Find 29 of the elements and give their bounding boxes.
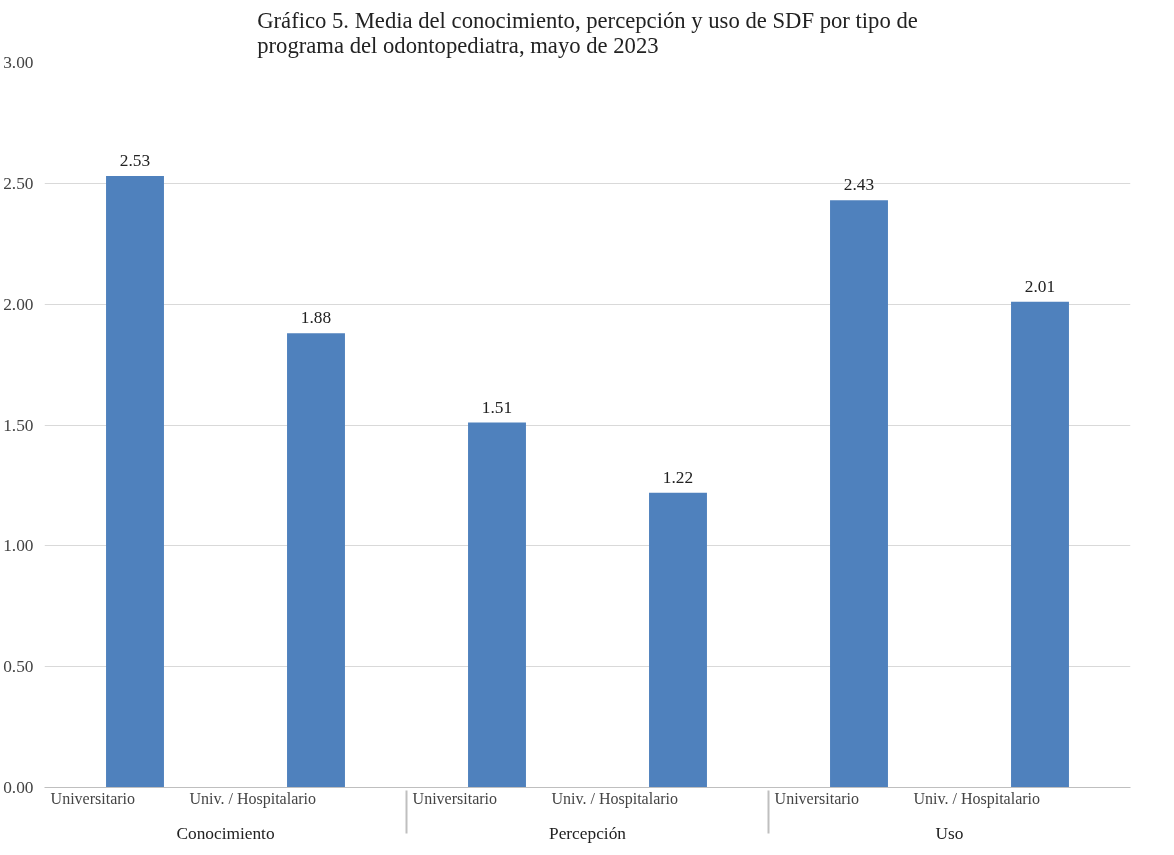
category-label: Conocimiento — [176, 823, 275, 843]
category-label: Univ. / Hospitalario — [551, 790, 678, 807]
category-label: Percepción — [549, 823, 626, 843]
bar — [649, 492, 707, 788]
data-label: 2.01 — [1024, 276, 1056, 296]
y-tick-label: 0.00 — [3, 778, 34, 797]
y-tick-label: 0.50 — [3, 657, 34, 677]
category-label: Universitario — [774, 790, 859, 807]
y-tick-label: 1.00 — [3, 536, 34, 556]
data-label: 2.53 — [119, 151, 151, 171]
category-label: Univ. / Hospitalario — [913, 790, 1040, 807]
data-label: 2.43 — [843, 175, 875, 195]
bar — [830, 200, 888, 788]
data-label: 1.88 — [300, 308, 332, 328]
data-label: 1.22 — [662, 467, 694, 487]
y-tick-label: 1.50 — [3, 415, 34, 435]
y-tick-label: 3.00 — [3, 53, 34, 72]
y-tick-label: 2.50 — [3, 173, 34, 193]
category-label: Univ. / Hospitalario — [189, 790, 316, 807]
category-label: Universitario — [50, 790, 135, 807]
bar — [106, 176, 164, 788]
bar — [468, 422, 526, 788]
category-label: Universitario — [412, 790, 497, 807]
chart-title: Gráfico 5. Media del conocimiento, percepción y uso de SDF por tipo de programa del odontopediatra, mayo de 2023 — [257, 7, 918, 58]
category-label: Uso — [935, 823, 964, 843]
y-tick-label: 2.00 — [3, 294, 34, 314]
bar — [287, 333, 345, 788]
bar — [1011, 301, 1069, 788]
data-label: 1.51 — [481, 397, 513, 417]
